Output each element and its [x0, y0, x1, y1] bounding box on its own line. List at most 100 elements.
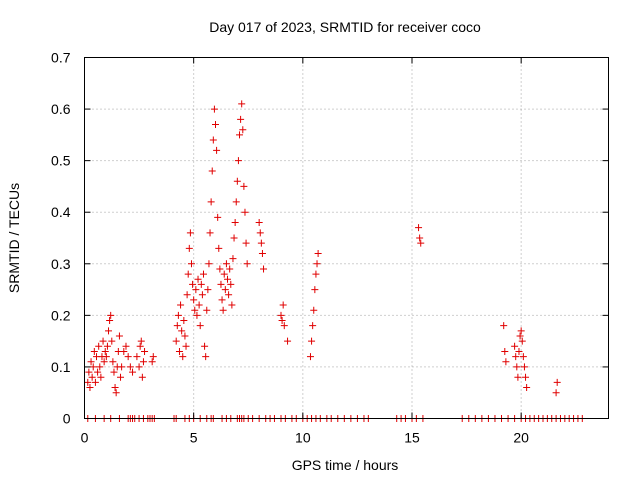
data-point [122, 342, 130, 350]
data-point [513, 363, 521, 371]
data-point [502, 358, 510, 366]
data-point [241, 208, 249, 216]
data-point [309, 322, 317, 330]
data-point [149, 353, 157, 361]
data-point [124, 353, 132, 361]
data-point [255, 219, 263, 227]
data-point [277, 311, 285, 319]
y-axis-label: SRMTID / TECUs [6, 183, 22, 293]
data-point [126, 363, 134, 371]
data-point [220, 270, 228, 278]
data-point [90, 347, 98, 355]
y-tick-label: 0.2 [51, 307, 71, 323]
data-point [306, 353, 314, 361]
data-point [216, 265, 224, 273]
data-point [183, 291, 191, 299]
data-point [179, 353, 187, 361]
data-point [120, 347, 128, 355]
data-point [91, 378, 99, 386]
data-point [175, 347, 183, 355]
data-point [203, 306, 211, 314]
data-point [204, 286, 212, 294]
data-point [138, 373, 146, 381]
y-tick-label: 0.7 [51, 50, 71, 66]
data-point [206, 229, 214, 237]
data-point [514, 373, 522, 381]
data-point [230, 234, 238, 242]
data-point [136, 342, 144, 350]
data-point [257, 239, 265, 247]
y-tick-label: 0.4 [51, 204, 71, 220]
data-point [184, 270, 192, 278]
data-point [197, 280, 205, 288]
data-point [148, 358, 156, 366]
data-point [97, 373, 105, 381]
data-point [515, 347, 523, 355]
data-point [201, 342, 209, 350]
x-tick-label: 15 [404, 430, 420, 446]
data-point [278, 317, 286, 325]
data-point [416, 234, 424, 242]
x-axis-label: GPS time / hours [292, 457, 399, 473]
data-point [141, 347, 149, 355]
data-point [100, 358, 108, 366]
data-point [102, 353, 110, 361]
data-point [182, 342, 190, 350]
data-point [187, 260, 195, 268]
y-tick-label: 0.3 [51, 256, 71, 272]
data-point [109, 358, 117, 366]
data-point [312, 270, 320, 278]
data-point [199, 270, 207, 278]
data-point [222, 260, 230, 268]
y-tick-label: 0.1 [51, 359, 71, 375]
x-tick-labels: 0 5 10 15 20 [81, 430, 530, 446]
data-point [192, 286, 200, 294]
data-point [517, 327, 525, 335]
y-tick-label: 0 [63, 411, 71, 427]
data-point [94, 368, 102, 376]
data-point [198, 291, 206, 299]
data-point [242, 239, 250, 247]
chart-title: Day 017 of 2023, SRMTID for receiver coc… [209, 19, 481, 35]
data-point [237, 115, 245, 123]
data-point [178, 327, 186, 335]
data-point [189, 280, 197, 288]
data-point [87, 358, 95, 366]
data-point [173, 322, 181, 330]
data-point [279, 301, 287, 309]
data-point [190, 296, 198, 304]
data-point [103, 342, 111, 350]
x-tick-label: 0 [81, 430, 89, 446]
y-tick-label: 0.5 [51, 153, 71, 169]
data-point [84, 378, 92, 386]
data-points [84, 100, 586, 422]
data-point [193, 311, 201, 319]
data-point [207, 198, 215, 206]
data-point [174, 311, 182, 319]
data-point [115, 332, 123, 340]
axis-ticks [84, 57, 609, 419]
data-point [233, 177, 241, 185]
data-point [214, 213, 222, 221]
data-point [117, 373, 125, 381]
data-point [417, 239, 425, 247]
data-point [99, 337, 107, 345]
data-point [212, 121, 219, 129]
data-point [258, 249, 266, 257]
data-point [229, 255, 237, 263]
data-point [194, 275, 202, 283]
data-point [523, 384, 531, 392]
data-point [501, 347, 509, 355]
data-point [106, 317, 114, 325]
data-point [88, 373, 96, 381]
data-point [185, 244, 193, 252]
data-point [186, 229, 194, 237]
data-point [213, 146, 221, 154]
data-point [231, 219, 239, 227]
data-point [224, 275, 232, 283]
data-point [311, 286, 319, 294]
data-point [219, 306, 227, 314]
data-point [181, 332, 189, 340]
data-point [314, 249, 322, 257]
data-point [172, 337, 180, 345]
